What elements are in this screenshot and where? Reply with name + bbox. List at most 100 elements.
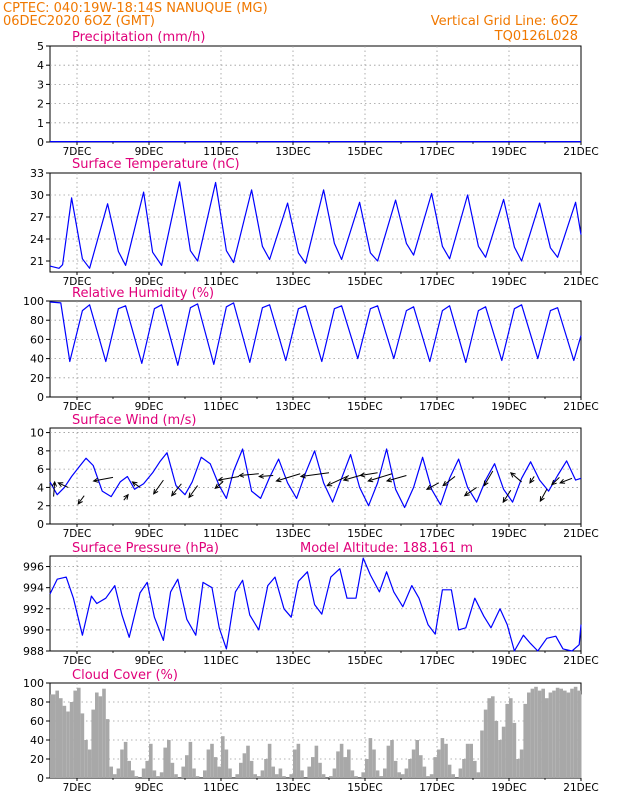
cloud-cover-bar [224, 749, 229, 778]
y-tick-label: 2 [37, 500, 44, 513]
cloud-cover-bar [545, 698, 549, 778]
cloud-cover-bar [433, 757, 437, 778]
cloud-cover-bar [257, 776, 261, 778]
plot-frame [49, 45, 582, 143]
cloud-cover-bar [181, 766, 185, 778]
wind-arrow-head [258, 473, 264, 479]
x-tick-label: 15DEC [347, 655, 382, 667]
wind-arrow-head [442, 480, 449, 487]
wind-arrow-head [385, 477, 392, 483]
y-tick-label: 21 [30, 255, 44, 268]
wind-arrow [77, 495, 85, 505]
cloud-cover-bar [570, 688, 574, 778]
cloud-cover-bar [318, 762, 322, 778]
cloud-cover-bar [350, 770, 355, 778]
y-tick-label: 992 [23, 603, 44, 616]
y-tick-label: 8 [37, 445, 44, 458]
cloud-cover-bar [573, 686, 578, 778]
wind-arrow [502, 489, 512, 503]
cloud-cover-bar [516, 759, 520, 778]
cloud-cover-bar [361, 772, 365, 778]
y-tick-label: 30 [30, 189, 44, 202]
x-tick-label: 17DEC [419, 782, 454, 794]
cloud-cover-title: Cloud Cover (%) [72, 668, 178, 683]
y-tick-label: 0 [37, 136, 44, 149]
x-tick-label: 11DEC [203, 655, 238, 667]
cloud-cover-bar [195, 776, 200, 778]
x-tick-label: 13DEC [275, 401, 310, 413]
cloud-cover-bar [368, 738, 373, 778]
cloud-cover-bar [163, 747, 167, 778]
cloud-cover-bar [429, 774, 434, 778]
cloud-cover-bar [494, 721, 499, 778]
cloud-cover-bar [469, 743, 473, 778]
cloud-cover-bar [509, 698, 513, 778]
cloud-cover-bar [246, 745, 250, 778]
cloud-cover-bar [228, 768, 232, 778]
cloud-cover-bar [275, 774, 279, 778]
cloud-cover-bar [235, 774, 239, 778]
wind-arrow-head [509, 472, 516, 478]
y-tick-label: 100 [23, 677, 44, 690]
cloud-cover-bar [321, 774, 326, 778]
cloud-cover-bar [239, 762, 243, 778]
cloud-cover-bar [519, 749, 524, 778]
cloud-cover-bar [555, 687, 560, 778]
cloud-cover-bar [120, 749, 124, 778]
y-tick-label: 996 [23, 561, 44, 574]
model-altitude-label: Model Altitude: 188.161 m [300, 541, 473, 556]
cloud-cover-bar [217, 766, 221, 778]
cloud-cover-bar [221, 736, 225, 778]
y-tick-label: 27 [30, 211, 44, 224]
x-tick-label: 7DEC [63, 782, 92, 794]
wind-arrow [539, 489, 548, 502]
wind-arrow-head [214, 483, 221, 490]
x-tick-label: 21DEC [563, 528, 598, 540]
x-tick-label: 7DEC [63, 146, 92, 158]
y-tick-label: 40 [30, 353, 44, 366]
cloud-cover-bar [541, 688, 545, 778]
wind-arrow [300, 472, 330, 477]
wind-arrow [188, 485, 199, 498]
x-tick-label: 21DEC [563, 276, 598, 288]
x-tick-label: 15DEC [347, 276, 382, 288]
wind-arrow-head [51, 480, 57, 487]
x-tick-label: 17DEC [419, 146, 454, 158]
wind-arrow-head [217, 476, 224, 482]
cloud-cover-bar [447, 764, 452, 778]
cloud-cover-bar [530, 688, 535, 778]
cloud-cover-bar [152, 770, 157, 778]
cloud-cover-bar [444, 743, 448, 778]
cloud-cover-bar [311, 757, 315, 778]
cloud-cover-bar [271, 766, 275, 778]
cloud-cover-bar [426, 776, 430, 778]
cloud-cover-bar [354, 776, 358, 778]
cloud-cover-bar [404, 768, 409, 778]
wind-arrow-head [275, 477, 282, 483]
wind-arrow-head [57, 482, 64, 488]
x-tick-label: 11DEC [203, 401, 238, 413]
wind-arrow-head [188, 492, 194, 499]
y-tick-label: 40 [30, 734, 44, 747]
wind-arrow [360, 472, 378, 477]
temp-series-line [49, 181, 582, 269]
wind-arrow-head [299, 473, 306, 479]
cloud-cover-bar [73, 690, 77, 778]
cloud-cover-bar [293, 749, 297, 778]
wind-arrow-head [550, 479, 557, 486]
wind-arrow [551, 477, 560, 486]
y-tick-label: 100 [23, 295, 44, 308]
wind-arrow [171, 483, 182, 496]
cloud-cover-panel: Cloud Cover (%) 7DEC 9DEC 11DEC 13DEC 15DEC 1… [23, 668, 599, 794]
x-tick-label: 19DEC [491, 276, 526, 288]
cloud-cover-bar [314, 745, 319, 778]
cloud-cover-bar [397, 772, 401, 778]
cloud-cover-bar [105, 719, 110, 778]
cloud-cover-bar [59, 698, 63, 778]
cloud-cover-bar [116, 768, 121, 778]
x-tick-label: 13DEC [275, 655, 310, 667]
x-tick-label: 13DEC [275, 528, 310, 540]
cloud-cover-bar [91, 709, 95, 778]
wind-arrow [529, 476, 535, 484]
wind-arrow [132, 481, 141, 488]
